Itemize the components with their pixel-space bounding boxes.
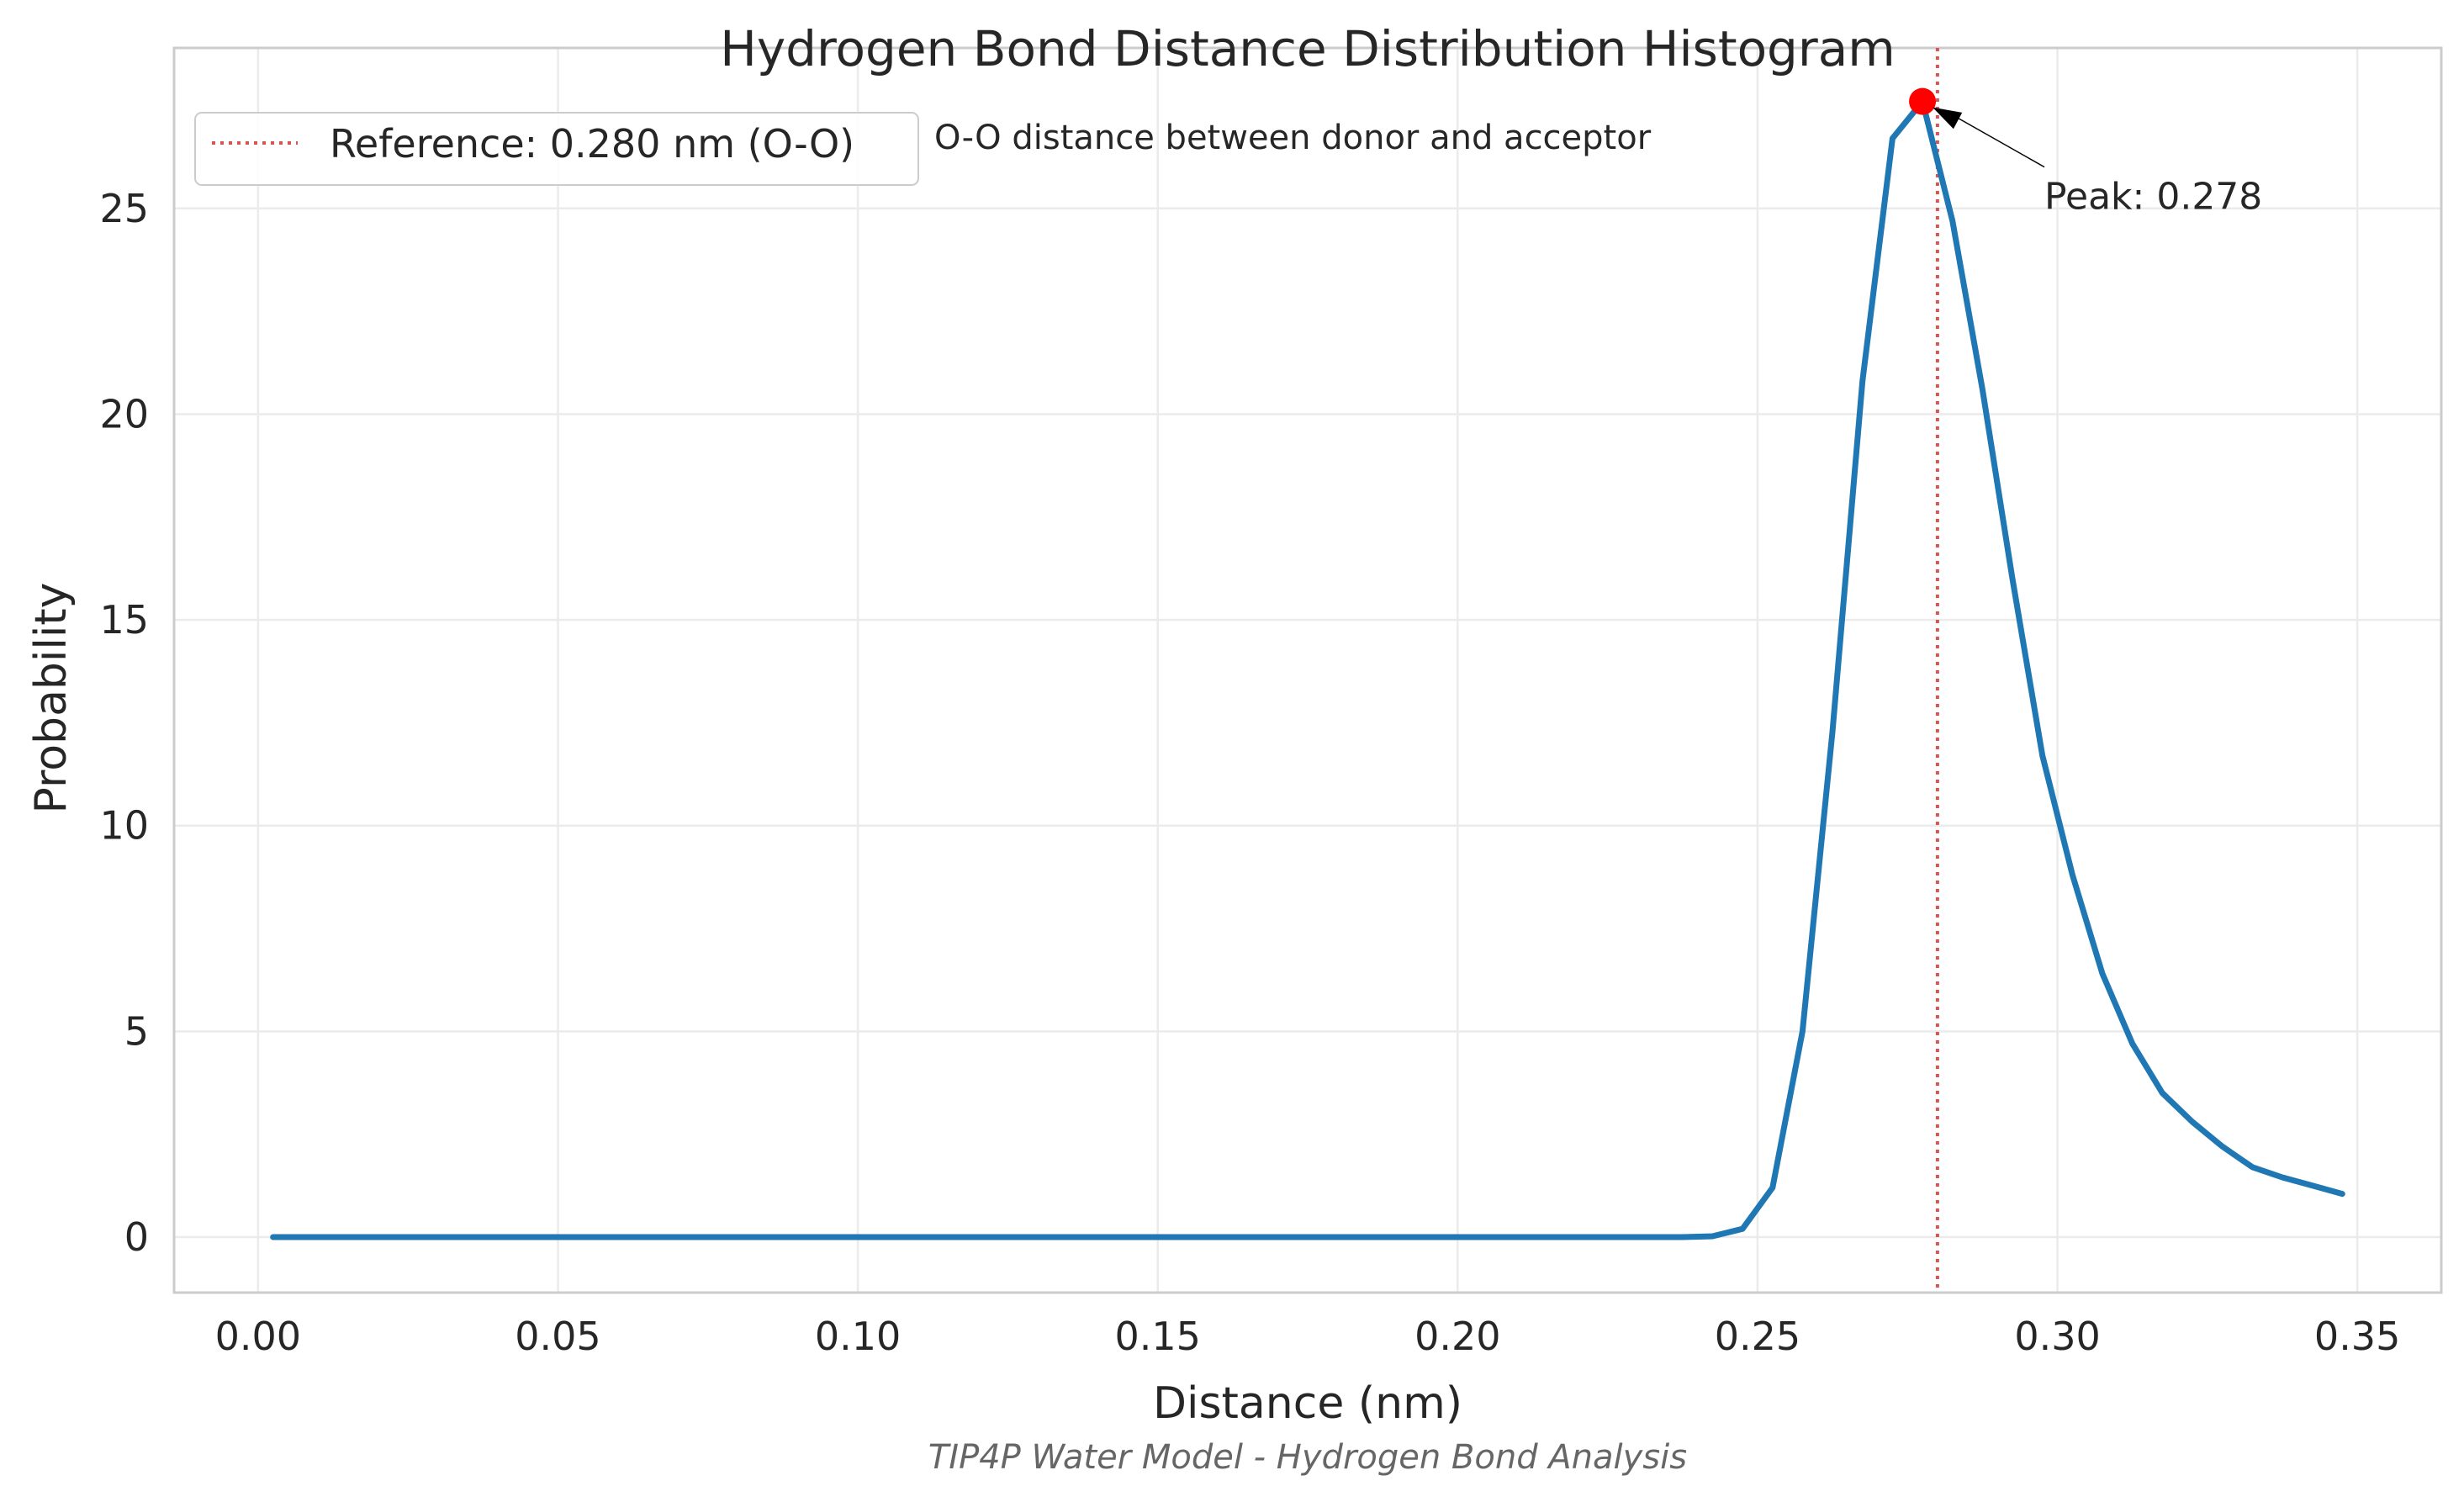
annotation-text: O-O distance between donor and acceptor [934, 119, 1652, 157]
x-axis-ticks: 0.00 0.05 0.10 0.15 0.20 0.25 0.30 0.35 [215, 1314, 2401, 1359]
plot-frame [172, 46, 2443, 1294]
x-tick-label: 0.05 [515, 1314, 600, 1359]
x-axis-label: Distance (nm) [1153, 1378, 1462, 1429]
x-tick-label: 0.15 [1114, 1314, 1200, 1359]
peak-label: Peak: 0.278 [2044, 176, 2262, 219]
x-tick-label: 0.10 [815, 1314, 901, 1359]
peak-marker [1909, 87, 1937, 115]
x-tick-label: 0.30 [2014, 1314, 2100, 1359]
peak-arrow-head [1933, 107, 1963, 130]
y-tick-label: 25 [99, 186, 149, 231]
chart-title: Hydrogen Bond Distance Distribution Hist… [720, 20, 1896, 77]
x-tick-label: 0.25 [1715, 1314, 1800, 1359]
peak-annotation: Peak: 0.278 [1909, 87, 2262, 219]
y-tick-label: 20 [99, 391, 149, 436]
grid [174, 48, 2441, 1293]
series-line [270, 98, 2345, 1240]
x-tick-label: 0.20 [1414, 1314, 1500, 1359]
y-axis-label: Probability [26, 583, 77, 814]
x-tick-label: 0.35 [2314, 1314, 2400, 1359]
y-tick-label: 5 [124, 1008, 149, 1054]
legend-reference-label: Reference: 0.280 nm (O-O) [330, 121, 854, 167]
y-axis-ticks: 0 5 10 15 20 25 [99, 186, 149, 1260]
x-tick-label: 0.00 [215, 1314, 301, 1359]
y-tick-label: 10 [99, 803, 149, 849]
legend: Reference: 0.280 nm (O-O) [194, 112, 919, 186]
series-layer [270, 98, 2345, 1240]
y-tick-label: 15 [99, 597, 149, 643]
chart-caption: TIP4P Water Model - Hydrogen Bond Analys… [928, 1438, 1687, 1477]
peak-arrow-line [1948, 112, 2045, 168]
y-tick-label: 0 [124, 1214, 149, 1260]
legend-box [194, 112, 919, 186]
